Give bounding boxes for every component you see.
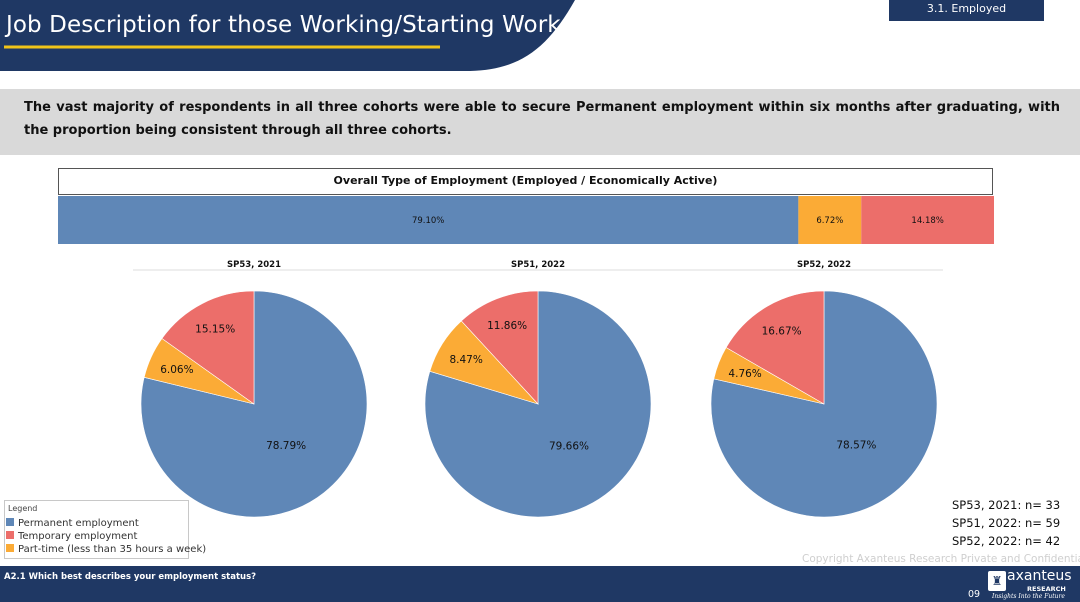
page-title: Job Description for those Working/Starti… (6, 12, 561, 38)
logo-tagline: Insights Into the Future (992, 593, 1065, 600)
legend (4, 500, 189, 559)
bar-segment-temporary (861, 196, 994, 244)
pie-slice-permanent (140, 290, 368, 518)
legend-swatch (6, 531, 14, 539)
footer-bar (0, 566, 1080, 602)
legend-swatch (6, 518, 14, 526)
logo-subtitle: RESEARCH (1027, 585, 1066, 593)
overall-chart-title: Overall Type of Employment (Employed / E… (333, 174, 718, 187)
legend-item-temporary: Temporary employment (6, 531, 137, 542)
legend-item-parttime: Part-time (less than 35 hours a week) (6, 544, 206, 555)
pie-data-label: 8.47% (449, 354, 482, 366)
pie-slice-temporary (161, 290, 255, 405)
pie-data-label: 79.66% (549, 441, 589, 453)
overall-stacked-bar: 79.10% 6.72% 14.18% (58, 196, 994, 244)
sample-size-sp53: SP53, 2021: n= 33 (952, 498, 1061, 512)
legend-swatch (6, 544, 14, 552)
legend-label: Permanent employment (18, 518, 139, 529)
pie-data-label: 16.67% (762, 326, 802, 338)
copyright-notice: Copyright Axanteus Research Private and … (802, 553, 1080, 565)
pie-data-label: 78.79% (266, 440, 306, 452)
pie-title: SP52, 2022 (797, 260, 851, 270)
bar-data-label: 79.10% (412, 216, 444, 226)
pie-data-label: 6.06% (160, 364, 193, 376)
logo-name: axanteus (1007, 568, 1072, 584)
bar-segment-permanent (58, 196, 799, 244)
pie-slice-temporary (460, 290, 539, 405)
sample-size-sp52: SP52, 2022: n= 42 (952, 534, 1061, 548)
summary-text: The vast majority of respondents in all … (24, 100, 1060, 138)
section-badge: 3.1. Employed (889, 0, 1044, 21)
legend-label: Temporary employment (18, 531, 138, 542)
legend-item-permanent: Permanent employment (6, 518, 139, 529)
summary-box (0, 89, 1080, 155)
pie-title: SP51, 2022 (511, 260, 565, 270)
legend-label: Part-time (less than 35 hours a week) (18, 544, 207, 555)
page-number: 09 (968, 589, 981, 600)
cohort-pie-charts: SP53, 2021 78.79% 6.06% 15.15% SP51, 2022 79.… (133, 260, 943, 518)
pie-slice-temporary (725, 290, 825, 405)
pie-title: SP53, 2021 (227, 260, 281, 270)
overall-chart-title-box (58, 168, 993, 195)
survey-question: A2.1 Which best describes your employmen… (4, 572, 257, 582)
pie-data-label: 78.57% (836, 440, 876, 452)
pie-data-label: 15.15% (195, 324, 235, 336)
bar-data-label: 6.72% (816, 216, 843, 226)
title-banner (0, 0, 575, 71)
sample-size-sp51: SP51, 2022: n= 59 (952, 516, 1061, 530)
pie-data-label: 11.86% (487, 320, 527, 332)
legend-title: Legend (8, 504, 38, 513)
pie-data-label: 4.76% (728, 368, 761, 380)
bar-segment-parttime (798, 196, 862, 244)
bar-data-label: 14.18% (911, 216, 943, 226)
building-icon: ♜ (988, 571, 1006, 591)
